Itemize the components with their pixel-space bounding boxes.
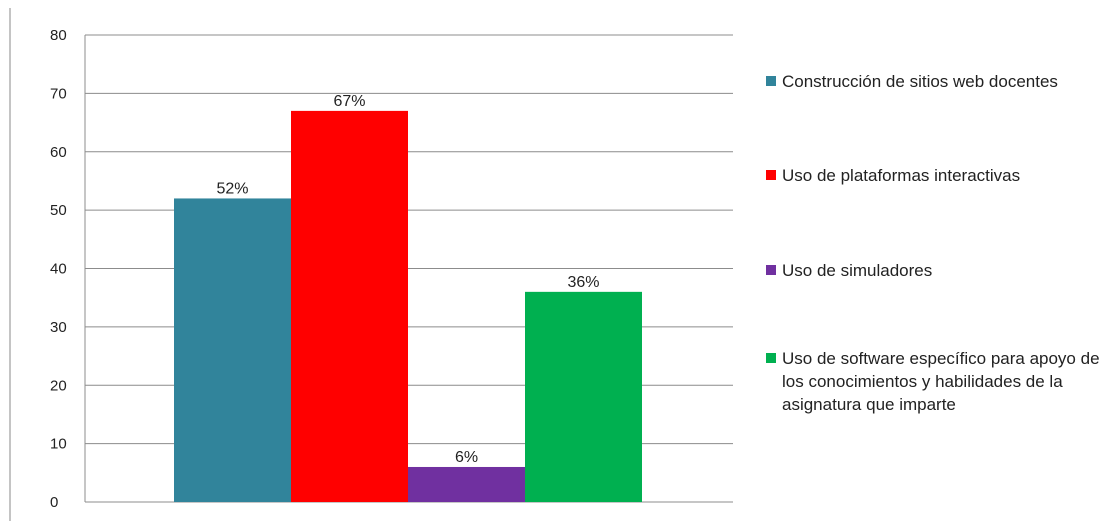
data-label: 67% bbox=[333, 93, 365, 110]
y-tick-label: 50 bbox=[50, 202, 67, 219]
y-tick-label: 0 bbox=[50, 494, 58, 511]
y-tick-label: 20 bbox=[50, 377, 67, 394]
y-tick-label: 80 bbox=[50, 27, 67, 44]
bars bbox=[174, 110, 642, 502]
legend-label: Uso de plataformas interactivas bbox=[782, 166, 1021, 185]
data-label: 6% bbox=[455, 449, 478, 466]
legend-label: Construcción de sitios web docentes bbox=[782, 72, 1058, 91]
legend-item-software: Uso de software específico para apoyo de… bbox=[766, 347, 1102, 416]
legend-swatch bbox=[766, 76, 776, 86]
legend-swatch bbox=[766, 265, 776, 275]
y-tick-label: 60 bbox=[50, 144, 67, 161]
legend-item-plataformas: Uso de plataformas interactivas bbox=[766, 164, 1102, 187]
legend-label: Uso de simuladores bbox=[782, 261, 933, 280]
data-label: 36% bbox=[567, 274, 599, 291]
y-axis-ticks: 0 10 20 30 40 50 60 70 80 bbox=[50, 27, 67, 511]
bar bbox=[174, 198, 291, 502]
bar bbox=[291, 110, 408, 502]
data-label: 52% bbox=[216, 180, 248, 197]
y-tick-label: 40 bbox=[50, 261, 67, 278]
legend-item-simuladores: Uso de simuladores bbox=[766, 259, 1102, 282]
y-tick-label: 30 bbox=[50, 319, 67, 336]
bar bbox=[408, 466, 525, 502]
legend-swatch bbox=[766, 170, 776, 180]
data-labels: 52% 67% 6% 36% bbox=[216, 93, 599, 466]
y-tick-label: 70 bbox=[50, 85, 67, 102]
bar-chart: 0 10 20 30 40 50 60 70 80 52% 67% 6% 36% bbox=[9, 8, 733, 521]
y-tick-label: 10 bbox=[50, 436, 67, 453]
legend-swatch bbox=[766, 353, 776, 363]
legend-item-sitios-web: Construcción de sitios web docentes bbox=[766, 70, 1102, 93]
bar bbox=[525, 291, 642, 502]
legend: Construcción de sitios web docentes Uso … bbox=[766, 70, 1111, 490]
legend-label: Uso de software específico para apoyo de… bbox=[782, 349, 1100, 414]
